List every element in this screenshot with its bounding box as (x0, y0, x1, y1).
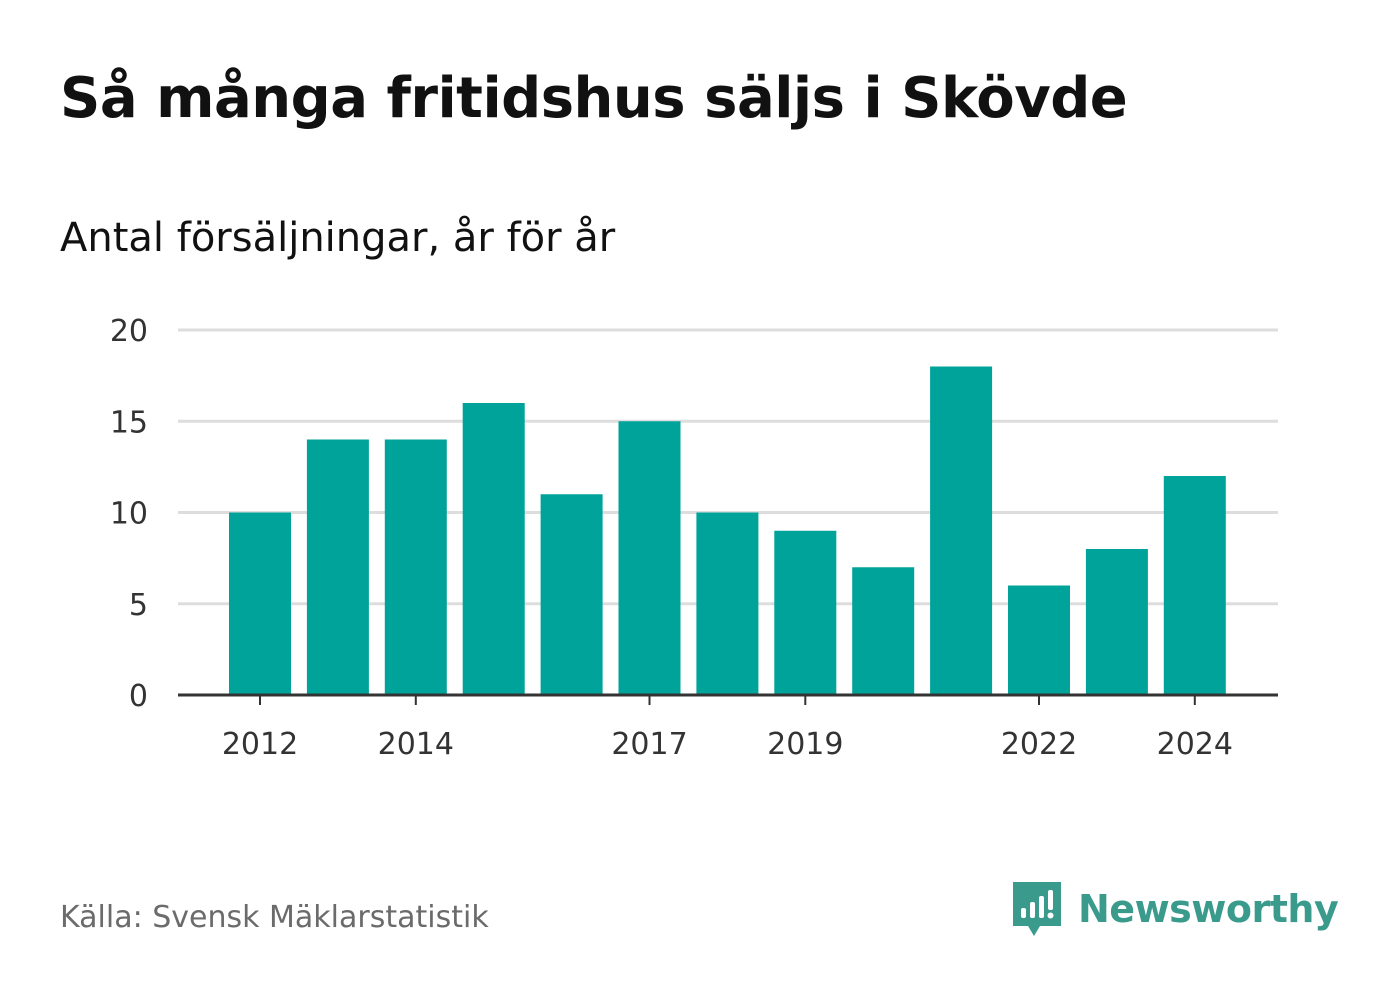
y-tick-label: 15 (110, 405, 148, 440)
chart-title: Så många fritidshus säljs i Skövde (60, 66, 1128, 131)
x-tick-label: 2017 (611, 727, 687, 762)
y-tick-label: 10 (110, 497, 148, 532)
brand-logo: Newsworthy (1010, 878, 1339, 940)
bar-2017 (618, 421, 681, 695)
bar-2019 (774, 530, 837, 695)
y-axis-ticks: 0 5 10 15 20 (110, 314, 148, 714)
x-tick-label: 2022 (1001, 727, 1077, 762)
bar-2024 (1163, 476, 1226, 695)
x-tick-label: 2024 (1157, 727, 1233, 762)
x-axis-ticks: 2012 2014 2017 2019 2022 2024 (222, 695, 1233, 762)
source-note: Källa: Svensk Mäklarstatistik (60, 900, 489, 935)
bar-2012 (229, 512, 291, 695)
newsworthy-logo-icon (1013, 882, 1061, 936)
bar-2015 (462, 403, 525, 695)
y-tick-label: 0 (129, 679, 148, 714)
x-tick-label: 2012 (222, 727, 298, 762)
bar-2014 (384, 439, 447, 695)
bar-2016 (540, 494, 603, 695)
bar-2022 (1008, 585, 1070, 695)
bar-2021 (930, 366, 993, 695)
y-tick-label: 5 (129, 588, 148, 623)
brand-name: Newsworthy (1078, 887, 1339, 931)
bar-2023 (1085, 549, 1148, 695)
bar-2020 (852, 567, 915, 695)
bar-2018 (696, 512, 759, 695)
bars (229, 366, 1226, 695)
chart-subtitle: Antal försäljningar, år för år (60, 215, 616, 261)
x-tick-label: 2019 (767, 727, 843, 762)
y-tick-label: 20 (110, 314, 148, 349)
x-tick-label: 2014 (378, 727, 454, 762)
bar-2013 (306, 439, 369, 695)
